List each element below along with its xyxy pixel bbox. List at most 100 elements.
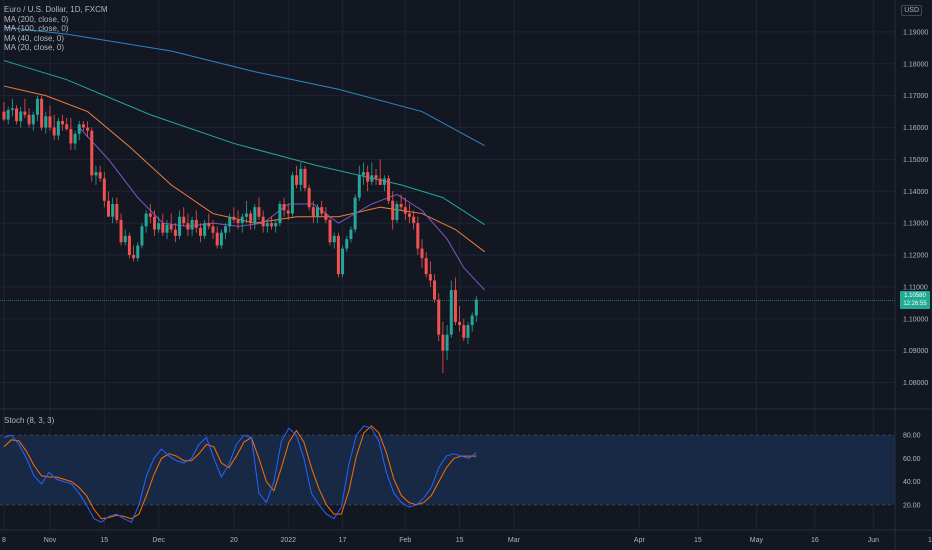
legend-ma100[interactable]: MA (100, close, 0): [4, 24, 69, 34]
candle-body: [433, 280, 437, 300]
candle-body: [311, 207, 315, 217]
candle: [437, 293, 441, 342]
candle-body: [316, 207, 319, 217]
price-axis[interactable]: 1.19000 1.18000 1.17000 1.16000 1.15000 1.140…: [903, 29, 928, 387]
candle: [253, 204, 257, 230]
candle: [428, 261, 432, 287]
candle-body: [470, 315, 474, 326]
candle: [466, 321, 470, 345]
candle: [420, 239, 424, 268]
candle: [249, 210, 253, 230]
candle-body: [61, 121, 65, 125]
symbol-title[interactable]: Euro / U.S. Dollar, 1D, FXCM: [4, 5, 108, 14]
candle: [157, 216, 161, 233]
candle: [77, 121, 81, 141]
currency-button[interactable]: USD: [901, 5, 922, 16]
candle-body: [144, 213, 148, 227]
candle-body: [403, 207, 407, 214]
price-tick-label: 1.13000: [903, 221, 928, 228]
candle-body: [336, 235, 340, 275]
stoch-tick-label: 20.00: [903, 502, 921, 509]
candle-body: [320, 207, 324, 214]
candle: [449, 280, 453, 338]
candle: [186, 213, 190, 236]
candle: [90, 127, 94, 182]
candle-body: [395, 204, 399, 220]
candle-body: [286, 210, 290, 214]
candle-body: [453, 290, 457, 322]
price-tick-label: 1.18000: [903, 61, 928, 68]
candle: [107, 191, 110, 217]
candle: [290, 172, 294, 217]
candle-body: [203, 223, 207, 236]
price-tick-label: 1.15000: [903, 157, 928, 164]
candle-body: [412, 216, 416, 224]
candle: [81, 121, 85, 131]
candle-body: [115, 204, 119, 220]
candle-body: [198, 227, 202, 236]
candle: [353, 194, 357, 233]
candle: [102, 172, 106, 208]
candle-body: [132, 255, 136, 259]
candle: [119, 213, 123, 246]
candle-body: [31, 114, 35, 125]
legend-ma200[interactable]: MA (200, close, 0): [4, 14, 69, 24]
stoch-axis[interactable]: 80.00 60.00 40.00 20.00: [903, 433, 921, 510]
candle: [244, 200, 248, 224]
candle-body: [424, 258, 428, 275]
candle: [382, 175, 386, 192]
candle-body: [127, 235, 131, 255]
candle-body: [261, 216, 265, 227]
current-price-badge: 1.10580 12:26:55: [900, 291, 930, 310]
legend-ma40[interactable]: MA (40, close, 0): [4, 33, 65, 43]
countdown-label: 12:26:55: [903, 301, 927, 308]
legend-ma20[interactable]: MA (20, close, 0): [4, 43, 65, 53]
time-axis[interactable]: 8 Nov 15 Dec 20 2022 17 Feb 15 Mar Apr 15 May 16 Jun 15…: [2, 537, 932, 544]
candle: [328, 216, 332, 246]
candle: [211, 219, 215, 240]
candle: [207, 213, 211, 230]
candle: [324, 207, 328, 224]
candle-body: [387, 178, 391, 201]
candle: [203, 219, 207, 240]
chart-legend: Euro / U.S. Dollar, 1D, FXCM MA (200, cl…: [4, 5, 108, 53]
candle: [23, 98, 27, 118]
candle: [182, 207, 186, 227]
candle-body: [169, 224, 173, 230]
candle: [458, 306, 462, 332]
candle: [278, 200, 282, 227]
candle: [424, 251, 428, 278]
candle-body: [445, 334, 449, 351]
price-tick-label: 1.09000: [903, 348, 928, 355]
candle-body: [382, 178, 386, 185]
candle: [299, 162, 303, 192]
candle: [336, 232, 340, 278]
candle-body: [186, 223, 190, 230]
candle-body: [6, 109, 10, 120]
candle-body: [190, 219, 194, 230]
candle-body: [81, 124, 85, 128]
candles[interactable]: [2, 95, 478, 373]
candle: [152, 210, 156, 236]
stoch-legend[interactable]: Stoch (8, 3, 3): [4, 416, 55, 425]
candle: [44, 111, 48, 134]
candle-body: [211, 226, 215, 233]
candle-body: [370, 175, 374, 182]
time-tick-label: 17: [339, 537, 347, 544]
time-tick-label: 16: [811, 537, 819, 544]
price-tick-label: 1.10000: [903, 316, 928, 323]
time-tick-label: Mar: [508, 537, 521, 544]
candle-body: [10, 108, 14, 110]
candle-body: [407, 213, 411, 217]
candle-body: [148, 213, 152, 217]
candle: [412, 210, 416, 230]
candle-body: [345, 239, 349, 249]
candle: [178, 210, 182, 240]
candle: [341, 245, 345, 278]
candle: [198, 223, 202, 243]
candle-body: [357, 175, 361, 198]
candle: [320, 200, 324, 217]
candle: [236, 210, 240, 230]
candle: [148, 204, 152, 224]
